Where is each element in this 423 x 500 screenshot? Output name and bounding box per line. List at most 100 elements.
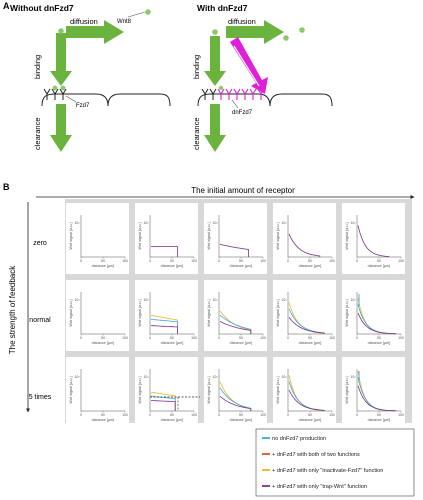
subplot-frame [273, 357, 336, 428]
cell-membrane [41, 93, 109, 107]
tick-label: 50 [308, 336, 312, 340]
signal-curve [357, 312, 396, 335]
subplot-zero-normal: 0 50 100 10² distance [μm] Wnt signal [a.u.] [204, 203, 267, 274]
binding-arrow [50, 33, 72, 86]
signal-curve [150, 325, 178, 334]
tick-label: 50 [239, 413, 243, 417]
tick-label: 0 [287, 413, 289, 417]
tick-label: 100 [122, 413, 128, 417]
subplot-xlabel: distance [μm] [92, 418, 115, 422]
subplot-frame [66, 357, 129, 428]
diffusion-arrow [226, 20, 284, 44]
y-tick-label: 10² [350, 221, 356, 225]
tick-label: 0 [356, 413, 358, 417]
wnt-molecule [58, 28, 64, 34]
tick-label: 100 [329, 336, 335, 340]
diffusion-arrow [66, 20, 124, 44]
tick-label: 0 [218, 259, 220, 263]
cell-membrane [107, 93, 171, 107]
signal-curve [151, 246, 178, 257]
subplot-normal-half: 0 50 100 10² distance [μm] Wnt signal [a.u.] [135, 280, 198, 351]
tick-label: 50 [239, 259, 243, 263]
subplot-xlabel: distance [μm] [230, 341, 253, 345]
legend-label: + dnFzd7 with both of two functions [272, 452, 360, 458]
y-tick-label: 10² [74, 221, 80, 225]
subplot-xlabel: distance [μm] [368, 341, 391, 345]
subplot-normal-2-times: 0 50 100 10² distance [μm] Wnt signal [a.u.] [273, 280, 336, 351]
legend-label: + dnFzd7 with only "trap-Wnt" function [272, 484, 367, 490]
y-tick-label: 10² [143, 375, 149, 379]
tick-label: 0 [80, 336, 82, 340]
clearance-label: clearance [33, 117, 42, 150]
tick-label: 50 [170, 336, 174, 340]
subplot-5-times-half: 0 50 100 10² distance [μm] Wnt signal [a.u.] [135, 357, 200, 428]
subplot-frame [342, 280, 405, 351]
signal-curve [219, 395, 252, 411]
subplot-ylabel: Wnt signal [a.u.] [207, 222, 211, 249]
legend-box [255, 428, 415, 497]
x-axis-title: The initial amount of receptor [191, 186, 295, 195]
y-tick-label: 10² [281, 298, 287, 302]
y-axis-title: The strength of feedback [8, 265, 17, 355]
subplot-5-times-zero: 0 50 100 10² distance [μm] Wnt signal [a.u.] [66, 357, 129, 428]
subplot-ylabel: Wnt signal [a.u.] [138, 299, 142, 326]
signal-curve [357, 385, 396, 412]
subplot-normal-4-times: 0 50 100 10² distance [μm] Wnt signal [a.u.] [342, 280, 405, 351]
diffusion-label: diffusion [228, 17, 256, 26]
signal-curve [357, 225, 390, 257]
signal-curve [288, 389, 325, 411]
tick-label: 100 [260, 259, 266, 263]
subplot-frame [273, 280, 336, 351]
tick-label: 100 [260, 413, 266, 417]
subplot-ylabel: Wnt signal [a.u.] [276, 222, 280, 249]
wnt-molecule [299, 27, 305, 33]
panel-b-letter: B [3, 182, 10, 192]
clearance-arrow [204, 104, 226, 152]
y-tick-label: 10² [350, 375, 356, 379]
tick-label: 0 [80, 413, 82, 417]
row-header: 5 times [29, 394, 52, 401]
tick-label: 50 [239, 336, 243, 340]
subplot-frame [66, 280, 129, 351]
subplot-xlabel: distance [μm] [161, 418, 184, 422]
signal-curve [219, 314, 252, 334]
subplot-normal-zero: 0 50 100 10² distance [μm] Wnt signal [a.u.] [66, 280, 129, 351]
subplot-frame [135, 280, 198, 351]
subplot-zero-4-times: 0 50 100 10² distance [μm] Wnt signal [a.u.] [342, 203, 405, 274]
legend-label: + dnFzd7 with only "inactivate-Fzd7" fun… [272, 468, 383, 474]
tick-label: 100 [191, 336, 197, 340]
subplot-ylabel: Wnt signal [a.u.] [138, 222, 142, 249]
panel-a-right-title: With dnFzd7 [197, 3, 248, 13]
subplot-xlabel: distance [μm] [92, 341, 115, 345]
subplot-normal-normal: 0 50 100 10² distance [μm] Wnt signal [a.u.] [204, 280, 267, 351]
fzd7-receptor [43, 88, 67, 100]
subplot-ylabel: Wnt signal [a.u.] [69, 222, 73, 249]
subplot-xlabel: distance [μm] [230, 264, 253, 268]
subplot-ylabel: Wnt signal [a.u.] [345, 376, 349, 403]
subplot-frame [66, 203, 129, 274]
subplot-frame [135, 357, 198, 428]
tick-label: 0 [356, 336, 358, 340]
tick-label: 100 [329, 413, 335, 417]
panel-a-left-title: Without dnFzd7 [10, 3, 74, 13]
tick-label: 50 [377, 413, 381, 417]
dnfzd7-trap-arrow [230, 37, 268, 94]
subplot-frame [204, 280, 267, 351]
subplot-xlabel: distance [μm] [299, 264, 322, 268]
signal-curve [150, 391, 176, 411]
subplot-xlabel: distance [μm] [230, 418, 253, 422]
tick-label: 50 [101, 336, 105, 340]
subplot-5-times-normal: 0 50 100 10² distance [μm] Wnt signal [a.u.] [204, 357, 267, 428]
subplot-frame [273, 203, 336, 274]
tick-label: 50 [101, 413, 105, 417]
subplot-5-times-2-times: 0 50 100 10² distance [μm] Wnt signal [a.u.] [273, 357, 336, 428]
legend-label: no dnFzd7 production [272, 436, 326, 442]
subplot-ylabel: Wnt signal [a.u.] [207, 376, 211, 403]
binding-label: binding [33, 55, 42, 79]
subplot-zero-2-times: 0 50 100 10² distance [μm] Wnt signal [a.u.] [273, 203, 336, 274]
subplot-ylabel: Wnt signal [a.u.] [69, 376, 73, 403]
panel-a-right: With dnFzd7 diffusion binding clearance [192, 3, 333, 152]
simulation-grid: zerohalfnormal2 times4 timeszeronormal5 … [29, 203, 405, 428]
tick-label: 0 [356, 259, 358, 263]
